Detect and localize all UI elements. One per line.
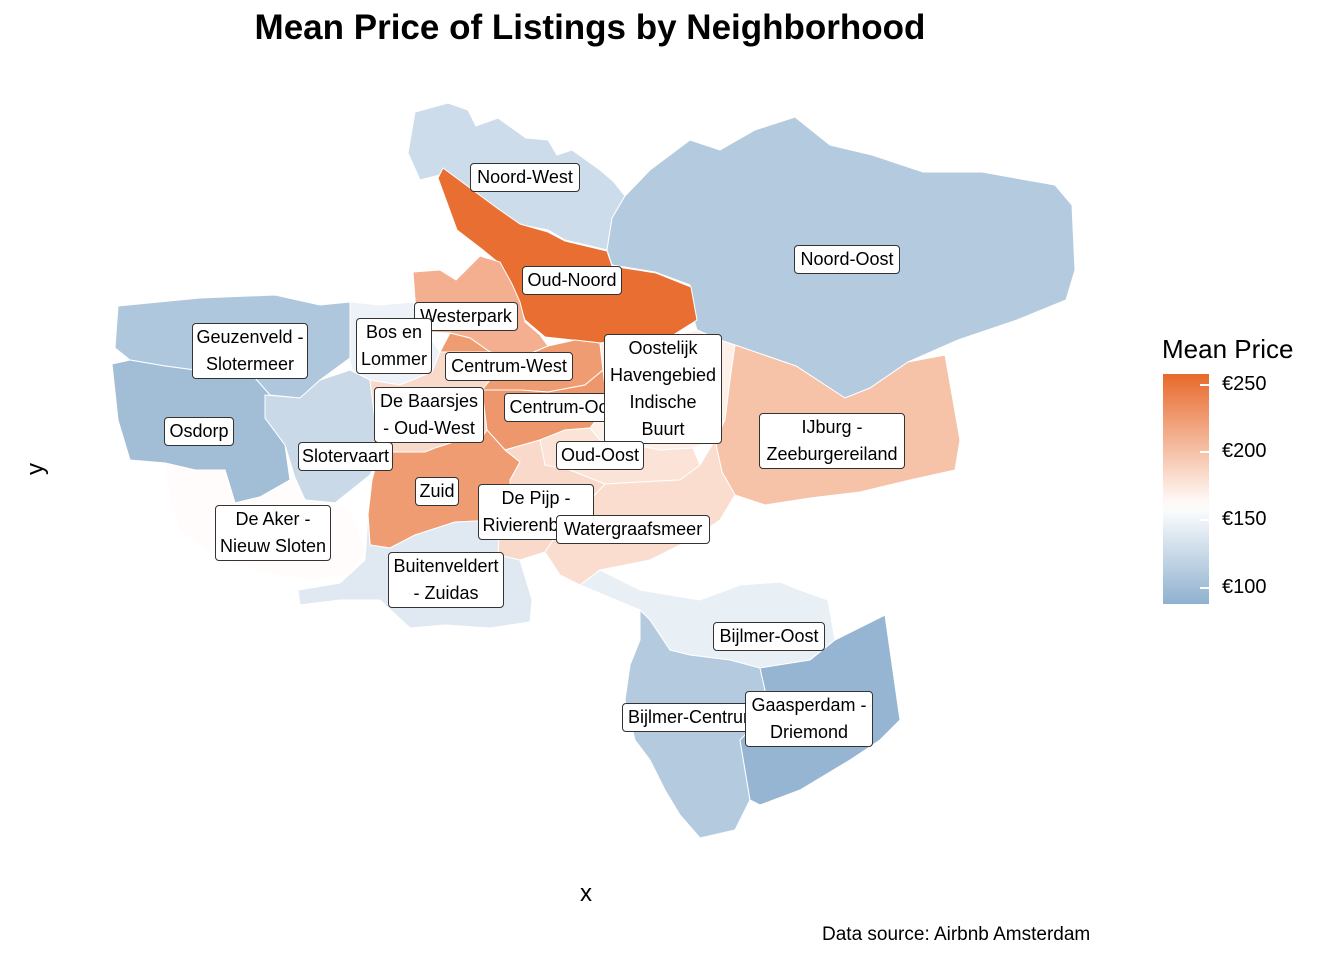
region-label-bos-en-lommer: Bos en Lommer — [356, 318, 432, 374]
region-label-line: De Pijp - — [501, 488, 571, 508]
chart-title: Mean Price of Listings by Neighborhood — [254, 8, 926, 47]
region-label-buitenveldert-zuidas: Buitenveldert - Zuidas — [388, 552, 504, 608]
region-label-line: IJburg - — [801, 417, 863, 437]
region-label-line: Osdorp — [169, 421, 229, 441]
region-label-line: - Oud-West — [383, 418, 475, 438]
x-axis-label: x — [580, 880, 592, 907]
data-source-caption: Data source: Airbnb Amsterdam — [822, 924, 1091, 945]
region-label-line: Bos en — [365, 322, 423, 342]
legend-tick-mark — [1200, 383, 1209, 386]
region-label-line: Oud-Noord — [527, 270, 617, 290]
region-label-line: Noord-Oost — [800, 249, 894, 269]
region-label-line: Oud-Oost — [560, 445, 640, 465]
region-label-line: Slotermeer — [205, 354, 295, 374]
region-label-line: Driemond — [769, 722, 849, 742]
region-label-line: Lommer — [360, 349, 427, 369]
region-label-line: Watergraafsmeer — [563, 519, 703, 539]
region-label-de-aker-nieuw-sloten: De Aker - Nieuw Sloten — [215, 505, 331, 561]
region-label-line: De Aker - — [235, 509, 311, 529]
region-label-watergraafsmeer: Watergraafsmeer — [556, 515, 710, 544]
region-label-line: - Zuidas — [413, 583, 479, 603]
region-label-bijlmer-oost: Bijlmer-Oost — [713, 622, 825, 651]
region-label-noord-oost: Noord-Oost — [794, 245, 900, 274]
region-label-line: Zuid — [419, 481, 455, 501]
region-label-line: Zeeburgereiland — [766, 444, 898, 464]
region-label-line: Geuzenveld - — [196, 327, 304, 347]
region-label-line: Slotervaart — [302, 446, 390, 466]
legend-tick-label: €150 — [1222, 508, 1267, 531]
region-label-zuid: Zuid — [415, 477, 459, 506]
region-label-noord-west: Noord-West — [470, 163, 580, 192]
region-label-centrum-west: Centrum-West — [445, 352, 573, 381]
region-label-line: Indische — [629, 392, 697, 412]
region-label-line: Centrum-Oost — [509, 397, 623, 417]
region-label-line: Havengebied — [609, 365, 717, 385]
region-label-geuzenveld-slotermeer: Geuzenveld - Slotermeer — [192, 323, 308, 379]
legend-tick-mark — [1200, 451, 1209, 454]
region-label-line: Centrum-West — [451, 356, 567, 376]
region-label-line: Bijlmer-Oost — [719, 626, 819, 646]
region-label-line: Oostelijk — [628, 338, 698, 358]
region-label-oud-noord: Oud-Noord — [522, 266, 622, 295]
legend-tick-mark — [1200, 519, 1209, 522]
region-label-line: Buitenveldert — [393, 556, 499, 576]
legend-tick-label: €100 — [1222, 575, 1267, 598]
legend-color-bar — [1163, 374, 1209, 604]
region-label-line: Buurt — [641, 419, 685, 439]
region-bijlmer-oost — [579, 569, 836, 669]
region-label-line: De Baarsjes — [379, 391, 479, 411]
region-label-line: Bijlmer-Centrum — [627, 707, 759, 727]
region-label-bijlmer-centrum: Bijlmer-Centrum — [622, 703, 764, 732]
region-label-line: Noord-West — [477, 167, 573, 187]
region-label-oud-oost: Oud-Oost — [556, 441, 644, 470]
region-label-ijburg-zeeburgereiland: IJburg - Zeeburgereiland — [759, 413, 905, 469]
legend-tick-mark — [1200, 586, 1209, 589]
region-label-slotervaart: Slotervaart — [298, 442, 394, 471]
legend-title: Mean Price — [1162, 334, 1294, 364]
region-label-osdorp: Osdorp — [164, 417, 234, 446]
legend-tick-label: €200 — [1222, 440, 1267, 463]
region-label-line: Nieuw Sloten — [219, 536, 327, 556]
region-label-de-baarsjes-oud-west: De Baarsjes - Oud-West — [374, 387, 484, 443]
region-label-gaasperdam-driemond: Gaasperdam - Driemond — [745, 691, 873, 747]
y-axis-label: y — [22, 463, 49, 475]
region-label-oostelijk-havengebied-indische-buurt: Oostelijk Havengebied Indische Buurt — [604, 334, 722, 444]
region-label-line: Gaasperdam - — [751, 695, 867, 715]
legend-tick-label: €250 — [1222, 372, 1267, 395]
region-label-line: Westerpark — [420, 306, 512, 326]
region-label-westerpark: Westerpark — [414, 302, 518, 331]
